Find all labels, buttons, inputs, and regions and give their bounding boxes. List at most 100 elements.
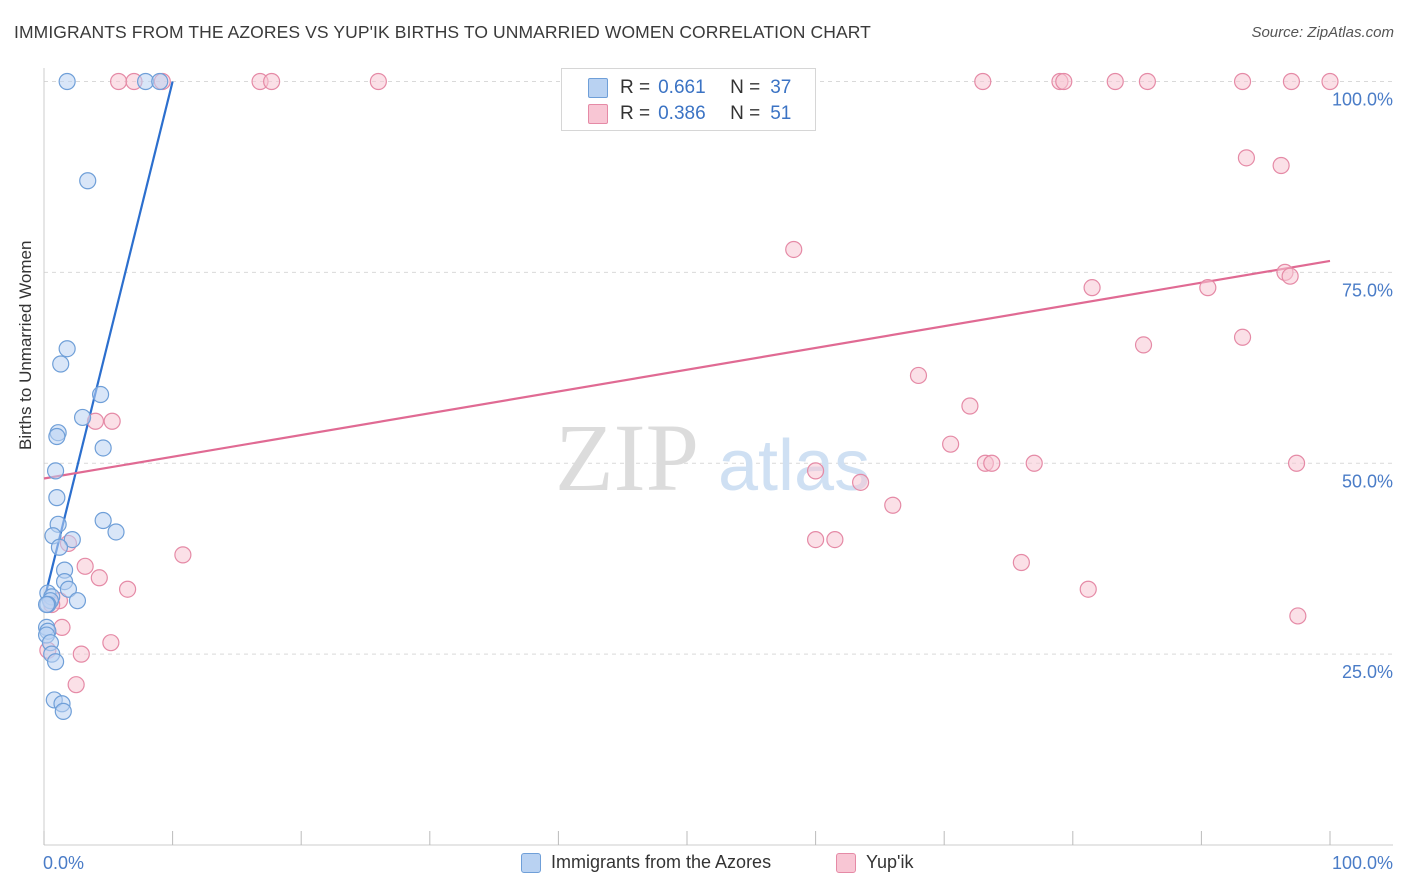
yupik-point: [109, 72, 128, 91]
y-tick-label: 25.0%: [1342, 662, 1393, 682]
chart-title: IMMIGRANTS FROM THE AZORES VS YUP'IK BIR…: [14, 22, 871, 42]
y-axis-label: Births to Unmarried Women: [16, 240, 35, 450]
watermark-atlas: atlas: [718, 426, 870, 506]
yupik-point: [942, 435, 960, 453]
azores-point: [52, 355, 70, 373]
yupik-point: [1233, 72, 1252, 91]
yupik-point: [1289, 607, 1307, 625]
legend-r-value: 0.386: [658, 103, 706, 124]
yupik-point: [67, 676, 85, 694]
azores-point: [46, 462, 65, 480]
yupik-point: [1237, 149, 1256, 167]
azores-point: [37, 595, 56, 614]
legend-n-value: 51: [770, 103, 792, 124]
watermark-zip: ZIP: [555, 404, 699, 511]
yupik-point: [1282, 72, 1301, 91]
yupik-point: [1233, 328, 1252, 346]
yupik-point: [103, 412, 121, 430]
azores-point: [107, 523, 125, 541]
yupik-point: [1199, 279, 1217, 297]
yupik-point: [1083, 279, 1101, 297]
azores-trendline: [42, 81, 174, 601]
azores-point: [58, 72, 76, 91]
watermark: ZIP atlas: [555, 404, 870, 511]
yupik-point: [884, 496, 902, 514]
legend-r-label: R =: [620, 103, 651, 124]
yupik-point: [785, 240, 803, 259]
yupik-point: [806, 530, 825, 549]
yupik-point: [76, 557, 94, 575]
correlation-legend: R = 0.661 N = 37 R = 0.386 N = 51: [561, 68, 816, 131]
yupik-point: [1321, 72, 1339, 91]
yupik-point: [102, 634, 120, 652]
yupik-point: [909, 366, 928, 385]
yupik-point: [983, 454, 1001, 472]
legend-swatch-azores: [521, 852, 541, 873]
y-tick-label: 100.0%: [1332, 90, 1393, 110]
series-legend: Immigrants from the Azores Yup'ik: [0, 852, 1406, 878]
yupik-point: [53, 618, 71, 637]
azores-point: [58, 340, 76, 358]
azores-point: [46, 653, 65, 671]
azores-point: [94, 439, 112, 457]
yupik-point: [1079, 580, 1097, 598]
yupik-point: [1281, 267, 1299, 285]
azores-point: [79, 172, 97, 190]
y-tick-label: 50.0%: [1342, 471, 1393, 491]
yupik-point: [1055, 72, 1073, 91]
y-tick-label: 75.0%: [1342, 280, 1393, 300]
legend-r-value: 0.661: [658, 77, 706, 98]
yupik-point: [174, 546, 192, 564]
azores-point: [94, 511, 112, 530]
tick-labels: 25.0% 50.0% 75.0% 100.0% 0.0% 100.0%: [43, 90, 1393, 874]
azores-point: [48, 427, 66, 446]
legend-row-yupik: R = 0.386 N = 51: [588, 102, 791, 126]
azores-point: [54, 702, 72, 720]
yupik-point: [826, 530, 844, 549]
yupik-point: [1106, 72, 1124, 91]
x-tick-label: 0.0%: [43, 853, 84, 873]
azores-point: [59, 580, 78, 598]
azores-point: [63, 530, 81, 549]
legend-item-azores: Immigrants from the Azores: [521, 852, 771, 873]
legend-label-azores: Immigrants from the Azores: [551, 852, 772, 872]
x-tick-label: 100.0%: [1332, 853, 1393, 873]
azores-point: [48, 489, 66, 507]
yupik-point: [1287, 454, 1306, 472]
legend-n-value: 37: [770, 77, 792, 98]
legend-n-label: N =: [730, 103, 761, 124]
azores-point: [50, 538, 69, 556]
gridlines: [44, 81, 1393, 655]
legend-swatch-azores: [588, 78, 608, 98]
yupik-point: [806, 462, 825, 480]
legend-item-yupik: Yup'ik: [836, 852, 913, 873]
trendlines: [42, 81, 1331, 601]
yupik-point: [72, 645, 90, 663]
legend-label-yupik: Yup'ik: [866, 852, 914, 872]
legend-n-label: N =: [730, 77, 761, 98]
azores-point: [91, 385, 110, 404]
azores-point: [68, 592, 87, 610]
yupik-point: [369, 72, 387, 91]
yupik-point: [118, 580, 137, 598]
legend-row-azores: R = 0.661 N = 37: [588, 76, 791, 100]
yupik-point: [961, 397, 979, 415]
yupik-point: [90, 569, 108, 587]
legend-swatch-yupik: [836, 852, 856, 873]
azores-point: [151, 72, 169, 91]
legend-r-label: R =: [620, 77, 651, 98]
yupik-point: [263, 72, 281, 91]
yupik-point: [1025, 454, 1043, 472]
axes: [43, 68, 1393, 846]
source-note: Source: ZipAtlas.com: [1251, 24, 1394, 41]
data-points: [37, 72, 1339, 720]
legend-swatch-yupik: [588, 104, 608, 124]
yupik-point: [1134, 336, 1153, 354]
yupik-point: [1138, 72, 1156, 91]
yupik-point: [974, 72, 992, 91]
yupik-trendline: [43, 259, 1331, 480]
yupik-point: [1272, 156, 1290, 175]
yupik-point: [852, 473, 870, 491]
azores-point: [73, 408, 92, 427]
